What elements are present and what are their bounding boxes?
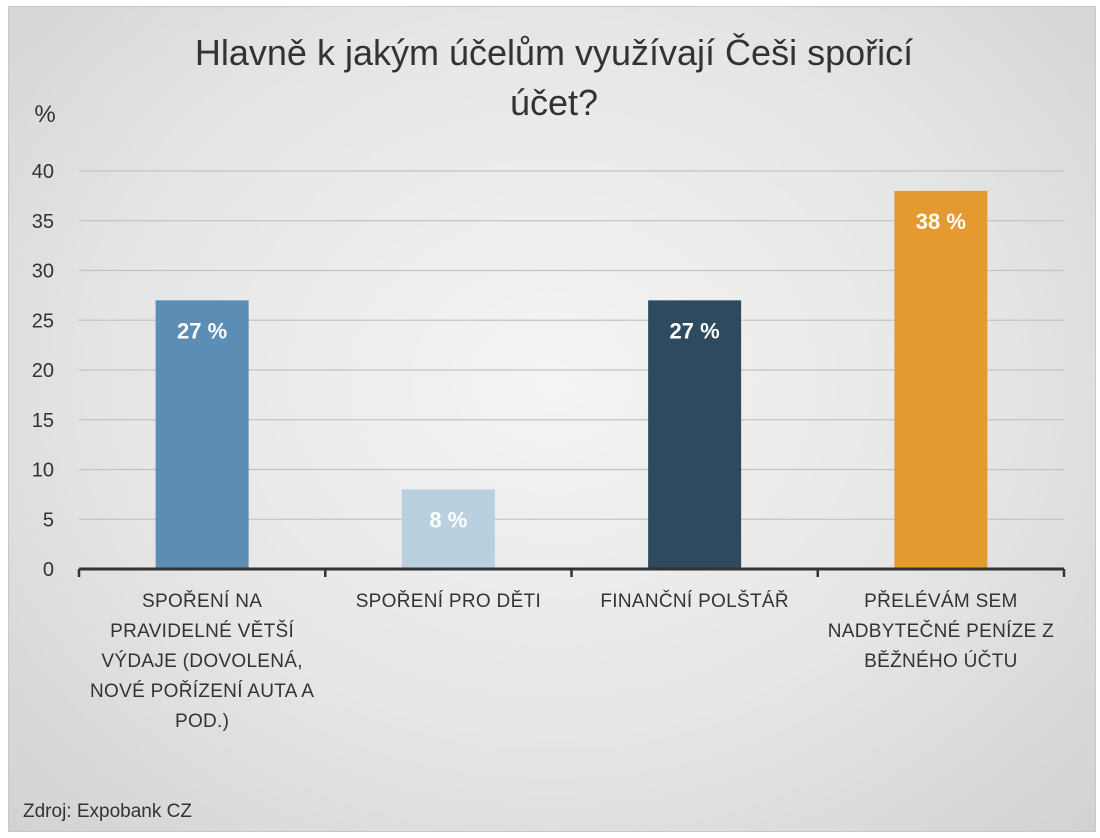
- x-axis: [77, 567, 1066, 577]
- category-label-line: PRAVIDELNÉ VĚTŠÍ: [110, 620, 294, 642]
- chart-title-line: Hlavně k jakým účelům využívají Češi spo…: [195, 32, 913, 73]
- y-tick-label: 35: [32, 211, 54, 233]
- y-tick-label: 15: [32, 410, 54, 432]
- y-tick-label: 30: [32, 261, 54, 283]
- source-note: Zdroj: Expobank CZ: [23, 801, 192, 822]
- y-axis-ticks: 0 5 10 15 20 25 30 35 40: [32, 161, 54, 581]
- chart-title: Hlavně k jakým účelům využívají Češi spo…: [195, 32, 913, 123]
- bar-chart: Hlavně k jakým účelům využívají Češi spo…: [23, 32, 1066, 822]
- data-labels: 27 % 8 % 27 % 38 %: [177, 209, 966, 533]
- category-label-line: FINANČNÍ POLŠTÁŘ: [600, 590, 789, 612]
- data-label: 38 %: [916, 209, 966, 234]
- bar: [648, 300, 742, 569]
- chart-title-line: účet?: [510, 82, 598, 123]
- y-tick-label: 20: [32, 360, 54, 382]
- category-label-line: SPOŘENÍ NA: [142, 590, 262, 612]
- bar: [894, 190, 988, 569]
- category-label-line: NOVÉ POŘÍZENÍ AUTA A: [90, 680, 314, 702]
- bar: [401, 489, 495, 569]
- data-label: 8 %: [429, 507, 467, 532]
- chart-frame: Hlavně k jakým účelům využívají Češi spo…: [8, 6, 1096, 832]
- y-tick-label: 0: [43, 559, 54, 581]
- data-label: 27 %: [177, 318, 227, 343]
- bars: [155, 190, 988, 569]
- y-tick-label: 40: [32, 161, 54, 183]
- y-tick-label: 5: [43, 509, 54, 531]
- category-label-line: BĚŽNÉHO ÚČTU: [864, 650, 1018, 672]
- category-label-line: NADBYTEČNÉ PENÍZE Z: [828, 620, 1054, 642]
- y-tick-label: 10: [32, 460, 54, 482]
- category-label-line: PŘELÉVÁM SEM: [864, 590, 1018, 612]
- category-labels: SPOŘENÍ NA PRAVIDELNÉ VĚTŠÍ VÝDAJE (DOVOLE…: [90, 590, 1054, 732]
- y-tick-label: 25: [32, 310, 54, 332]
- y-axis-unit-label: %: [34, 101, 55, 128]
- category-label-line: VÝDAJE (DOVOLENÁ,: [101, 651, 302, 672]
- category-label-line: POD.): [175, 711, 229, 732]
- category-label-line: SPOŘENÍ PRO DĚTI: [356, 590, 541, 612]
- bar: [155, 300, 249, 569]
- data-label: 27 %: [670, 318, 720, 343]
